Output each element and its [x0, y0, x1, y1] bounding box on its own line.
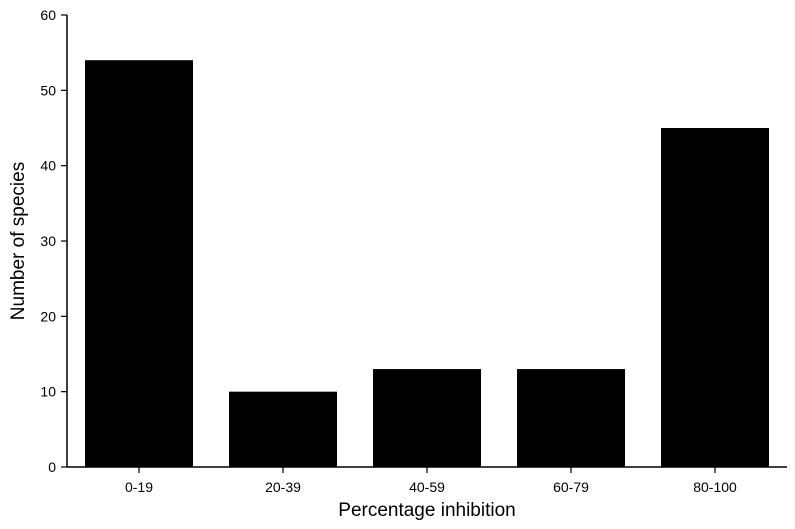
bar-20-39 — [229, 391, 337, 467]
y-axis-ticks: 0 10 20 30 40 50 60 — [40, 7, 67, 475]
bar-0-19 — [85, 60, 193, 467]
x-axis-ticks: 0-19 20-39 40-59 60-79 80-100 — [125, 467, 737, 495]
bar-60-79 — [517, 369, 625, 467]
y-tick-label: 10 — [40, 384, 56, 400]
y-tick-label: 40 — [40, 158, 56, 174]
bar-80-100 — [661, 128, 769, 467]
x-tick-label: 80-100 — [693, 479, 737, 495]
x-tick-label: 20-39 — [265, 479, 301, 495]
bars — [85, 60, 769, 467]
y-axis-title: Number of species — [8, 162, 29, 320]
y-tick-label: 60 — [40, 7, 56, 23]
x-tick-label: 0-19 — [125, 479, 153, 495]
y-tick-label: 50 — [40, 82, 56, 98]
bar-40-59 — [373, 369, 481, 467]
x-tick-label: 40-59 — [409, 479, 445, 495]
y-tick-label: 20 — [40, 308, 56, 324]
x-tick-label: 60-79 — [553, 479, 589, 495]
y-tick-label: 0 — [48, 459, 56, 475]
x-axis-title: Percentage inhibition — [338, 500, 515, 521]
y-tick-label: 30 — [40, 233, 56, 249]
